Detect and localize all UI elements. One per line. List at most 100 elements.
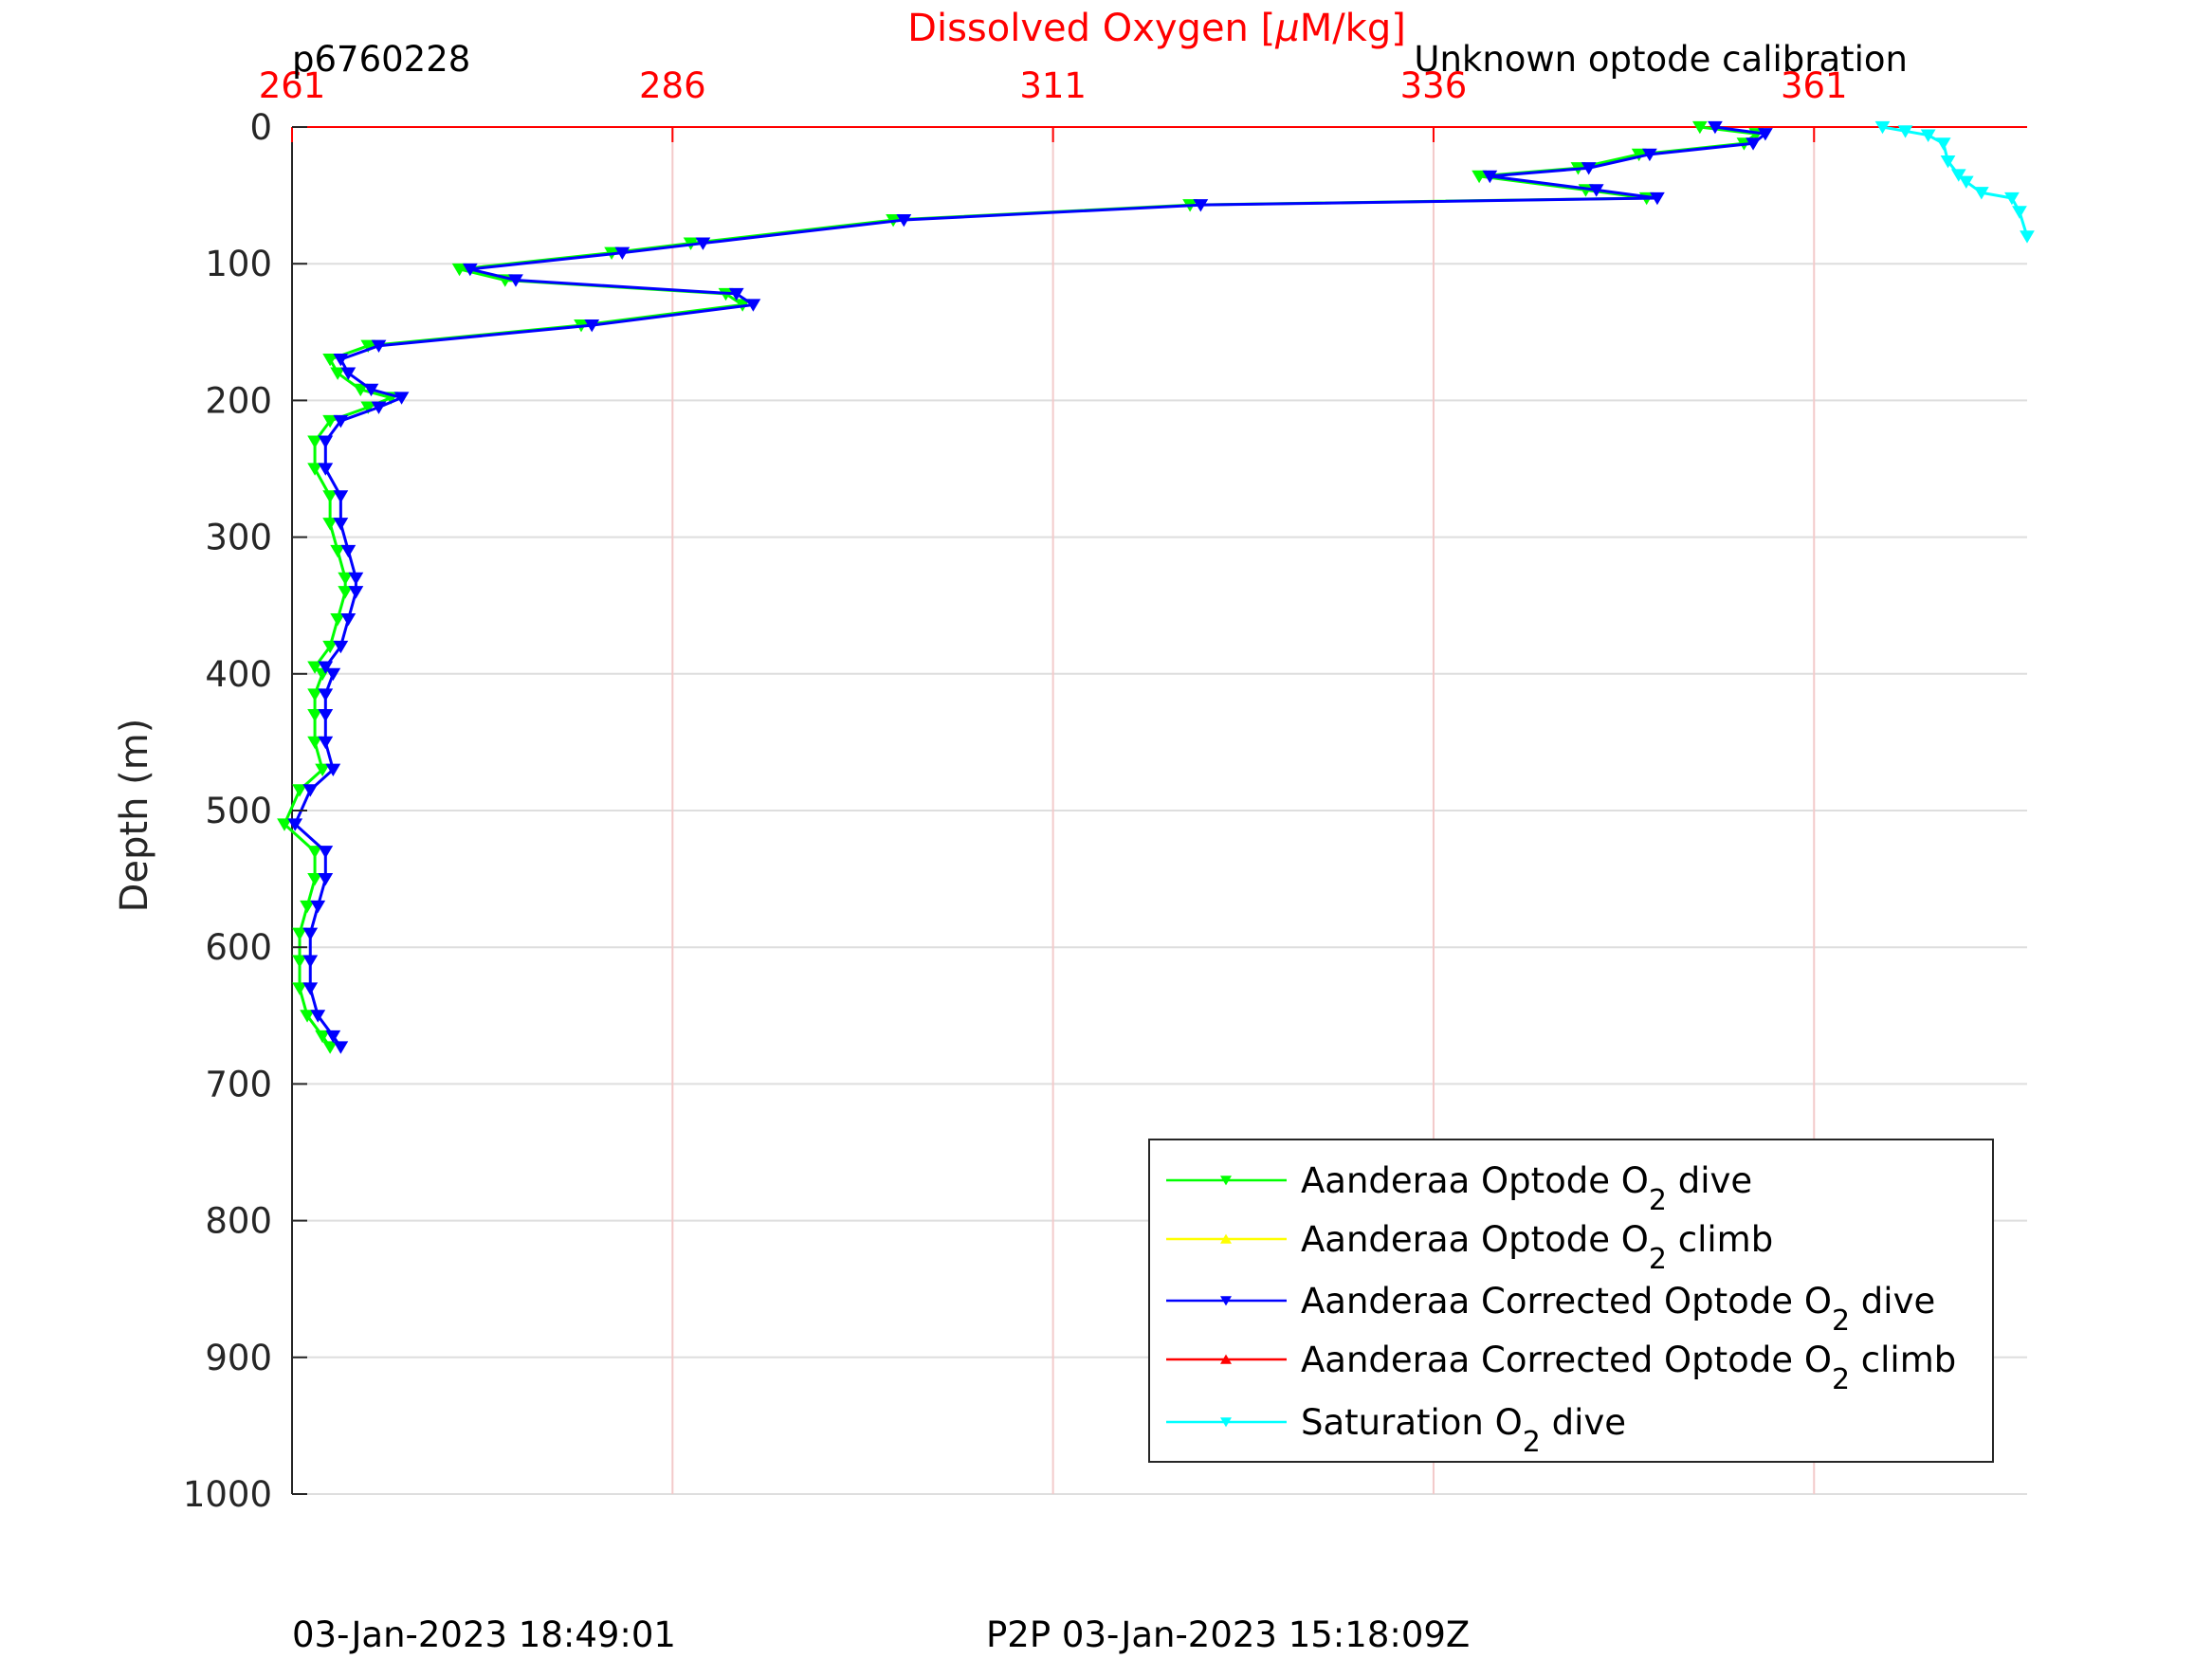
series-point bbox=[322, 640, 338, 654]
series-point bbox=[462, 263, 478, 277]
series-point bbox=[307, 846, 322, 859]
y-tick-label: 800 bbox=[205, 1201, 272, 1242]
legend-label: Aanderaa Corrected Optode O2 dive bbox=[1301, 1281, 1935, 1338]
series-point bbox=[338, 586, 354, 599]
x-tick-label: 261 bbox=[259, 65, 326, 106]
series-point bbox=[1708, 120, 1723, 135]
y-tick-label: 200 bbox=[205, 380, 272, 421]
series-point bbox=[310, 1010, 326, 1023]
series-point bbox=[1958, 175, 1974, 189]
legend-label-subscript: 2 bbox=[1649, 1184, 1667, 1217]
series-point bbox=[292, 982, 307, 995]
series-point bbox=[302, 784, 319, 797]
legend-marker bbox=[1220, 1354, 1232, 1364]
series-point bbox=[348, 572, 364, 586]
legend-entry: Aanderaa Corrected Optode O2 climb bbox=[1166, 1340, 1956, 1396]
y-tick-label: 1000 bbox=[183, 1474, 272, 1515]
chart-title: Dissolved Oxygen [μM/kg] bbox=[907, 7, 1406, 50]
x-tick-label: 311 bbox=[1019, 65, 1087, 106]
series-point bbox=[1691, 120, 1708, 135]
series-point bbox=[1920, 129, 1936, 142]
series-point bbox=[318, 846, 334, 859]
series-point bbox=[745, 299, 761, 312]
series-point bbox=[315, 763, 330, 777]
series-point bbox=[277, 818, 292, 831]
series bbox=[287, 120, 1773, 1054]
series-point bbox=[340, 367, 356, 380]
legend-marker bbox=[1220, 1296, 1232, 1306]
series-point bbox=[318, 688, 334, 702]
series-point bbox=[287, 818, 303, 831]
series-point bbox=[1193, 199, 1209, 212]
series-point bbox=[371, 339, 387, 354]
series-point bbox=[360, 401, 376, 414]
legend-label-text: Aanderaa Optode O bbox=[1301, 1219, 1649, 1260]
legend-label: Aanderaa Corrected Optode O2 climb bbox=[1301, 1340, 1956, 1396]
series-layer bbox=[277, 120, 2035, 1054]
y-tick-label: 100 bbox=[205, 244, 272, 284]
legend-label: Aanderaa Optode O2 dive bbox=[1301, 1160, 1752, 1217]
series-point bbox=[325, 763, 341, 777]
legend-label-text: climb bbox=[1850, 1340, 1956, 1380]
legend-entry: Aanderaa Optode O2 dive bbox=[1166, 1160, 1752, 1217]
legend-label: Aanderaa Optode O2 climb bbox=[1301, 1219, 1773, 1276]
y-tick-label: 0 bbox=[249, 107, 272, 148]
series-point bbox=[896, 213, 912, 228]
series-point bbox=[1746, 137, 1761, 151]
series-point bbox=[338, 572, 354, 586]
series-point bbox=[1642, 148, 1657, 162]
legend-label-subscript: 2 bbox=[1832, 1304, 1850, 1338]
series-point bbox=[318, 736, 334, 750]
series-point bbox=[1472, 170, 1487, 184]
series-point bbox=[1950, 169, 1966, 182]
series-point bbox=[292, 927, 307, 941]
series-point bbox=[318, 435, 334, 448]
series-point bbox=[318, 873, 334, 886]
series-point bbox=[2012, 206, 2027, 219]
legend-entry: Aanderaa Optode O2 climb bbox=[1166, 1219, 1773, 1276]
series-point bbox=[1588, 184, 1604, 197]
series-point bbox=[300, 1010, 315, 1023]
top-right-label: Unknown optode calibration bbox=[1414, 39, 1908, 80]
legend-label-subscript: 2 bbox=[1832, 1363, 1850, 1396]
y-tick-label: 600 bbox=[205, 927, 272, 968]
footer-center: P2P 03-Jan-2023 15:18:09Z bbox=[986, 1614, 1470, 1655]
series-point bbox=[325, 667, 341, 682]
x-tick-label: 286 bbox=[639, 65, 706, 106]
legend-label: Saturation O2 dive bbox=[1301, 1402, 1626, 1459]
series-point bbox=[310, 900, 326, 914]
y-tick-label: 500 bbox=[205, 791, 272, 831]
legend-box bbox=[1148, 1139, 1994, 1463]
series bbox=[277, 120, 1764, 1054]
series-point bbox=[322, 518, 338, 531]
series-point bbox=[300, 900, 315, 914]
legend-marker bbox=[1220, 1176, 1232, 1186]
series-point bbox=[307, 688, 322, 702]
series-point bbox=[333, 414, 349, 428]
series-point bbox=[302, 955, 319, 968]
series-point bbox=[318, 661, 334, 674]
chart-title-part: M/kg] bbox=[1300, 7, 1406, 50]
legend-label-text: dive bbox=[1850, 1281, 1935, 1322]
series-point bbox=[322, 1041, 338, 1054]
series-point bbox=[307, 435, 322, 448]
series-point bbox=[1874, 120, 1891, 135]
series-point bbox=[333, 518, 349, 531]
legend-marker bbox=[1220, 1233, 1232, 1244]
series-point bbox=[307, 736, 322, 750]
series-point bbox=[1650, 191, 1665, 206]
series-point bbox=[315, 1030, 330, 1044]
x-ticks: 261 286 311 336 361 bbox=[259, 65, 1848, 142]
series-point bbox=[1482, 170, 1498, 184]
series-point bbox=[307, 463, 322, 476]
series-point bbox=[371, 401, 387, 414]
series-point bbox=[330, 367, 346, 380]
legend-label-text: climb bbox=[1667, 1219, 1773, 1260]
series-point bbox=[1758, 128, 1773, 141]
series-point bbox=[325, 1030, 341, 1044]
footer-left: 03-Jan-2023 18:49:01 bbox=[292, 1614, 676, 1655]
legend-marker bbox=[1220, 1417, 1232, 1428]
top-left-label: p6760228 bbox=[292, 39, 470, 80]
